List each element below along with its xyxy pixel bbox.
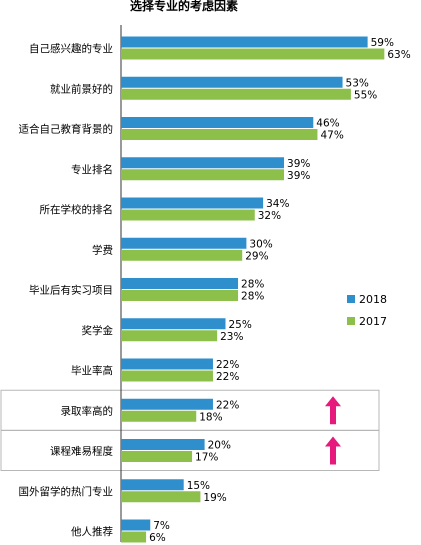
highlight-box (0, 430, 380, 471)
highlight-arrows (325, 396, 341, 465)
value-label: 39% (287, 158, 310, 170)
bar-2017 (121, 330, 218, 342)
value-label: 59% (371, 37, 394, 49)
value-label: 17% (195, 452, 218, 464)
value-label: 18% (199, 411, 222, 423)
bar-2018 (121, 479, 184, 491)
category-label: 他人推荐 (71, 525, 113, 538)
value-label: 7% (153, 520, 170, 532)
legend-label: 2018 (359, 293, 387, 306)
value-label: 55% (354, 89, 377, 101)
value-label: 63% (387, 49, 410, 61)
value-label: 28% (241, 279, 264, 291)
category-label: 录取率高的 (61, 404, 114, 417)
highlight-box (0, 389, 380, 431)
value-label: 15% (187, 480, 210, 492)
value-label: 6% (149, 532, 166, 544)
bar-2017 (121, 129, 318, 140)
value-label: 34% (266, 198, 289, 210)
value-label: 39% (287, 170, 310, 182)
highlight-boxes (0, 389, 380, 471)
value-label: 28% (241, 291, 264, 303)
category-label: 就业前景好的 (50, 82, 113, 95)
bars (121, 36, 385, 543)
up-arrow-icon (325, 436, 341, 465)
bar-2018 (121, 318, 226, 330)
value-label: 22% (216, 371, 239, 383)
value-label: 22% (216, 359, 239, 371)
value-label: 32% (258, 210, 281, 222)
category-labels: 自己感兴趣的专业就业前景好的适合自己教育背景的专业排名所在学校的排名学费毕业后有… (19, 42, 114, 538)
value-label: 53% (346, 77, 369, 89)
bar-2018 (121, 36, 368, 48)
bar-2017 (121, 491, 201, 503)
bar-2018 (121, 237, 247, 249)
bar-2017 (121, 48, 385, 60)
category-label: 适合自己教育背景的 (19, 123, 114, 136)
value-label: 47% (320, 130, 343, 142)
chart-title: 选择专业的考虑因素 (130, 0, 238, 13)
bar-2018 (121, 358, 213, 370)
value-label: 23% (220, 331, 243, 343)
bar-2017 (121, 451, 193, 462)
category-label: 自己感兴趣的专业 (29, 42, 113, 55)
bar-2017 (121, 88, 351, 100)
up-arrow-icon (325, 396, 341, 425)
legend-label: 2017 (359, 315, 387, 328)
bar-2018 (121, 398, 213, 410)
category-label: 毕业后有实习项目 (29, 284, 113, 297)
category-label: 专业排名 (71, 163, 113, 176)
value-labels: 59%63%53%55%46%47%39%39%34%32%30%29%28%2… (149, 37, 411, 544)
category-label: 所在学校的排名 (40, 203, 114, 216)
bar-2018 (121, 439, 205, 450)
bar-2018 (121, 117, 314, 128)
bar-2018 (121, 76, 343, 88)
legend: 2018 2017 (347, 293, 387, 328)
value-label: 22% (216, 399, 239, 411)
category-label: 课程难易程度 (50, 445, 113, 458)
category-label: 学费 (92, 243, 113, 256)
bar-2018 (121, 197, 264, 209)
bar-2017 (121, 531, 147, 543)
bar-2018 (121, 519, 151, 531)
value-label: 46% (316, 118, 339, 130)
bar-2017 (121, 410, 197, 422)
bar-2017 (121, 209, 255, 221)
value-label: 29% (245, 250, 268, 262)
bar-2017 (121, 290, 239, 301)
value-label: 19% (203, 492, 226, 504)
legend-swatch (347, 295, 355, 303)
value-label: 25% (229, 319, 252, 331)
bar-2017 (121, 249, 243, 261)
value-label: 20% (208, 440, 231, 452)
bar-2017 (121, 370, 213, 382)
bar-2018 (121, 157, 285, 169)
legend-swatch (347, 317, 355, 325)
bar-2017 (121, 169, 285, 181)
category-label: 国外留学的热门专业 (19, 485, 114, 498)
category-label: 毕业率高 (71, 364, 113, 377)
value-label: 30% (249, 238, 272, 250)
category-label: 奖学金 (82, 324, 114, 337)
bar-2018 (121, 278, 239, 289)
